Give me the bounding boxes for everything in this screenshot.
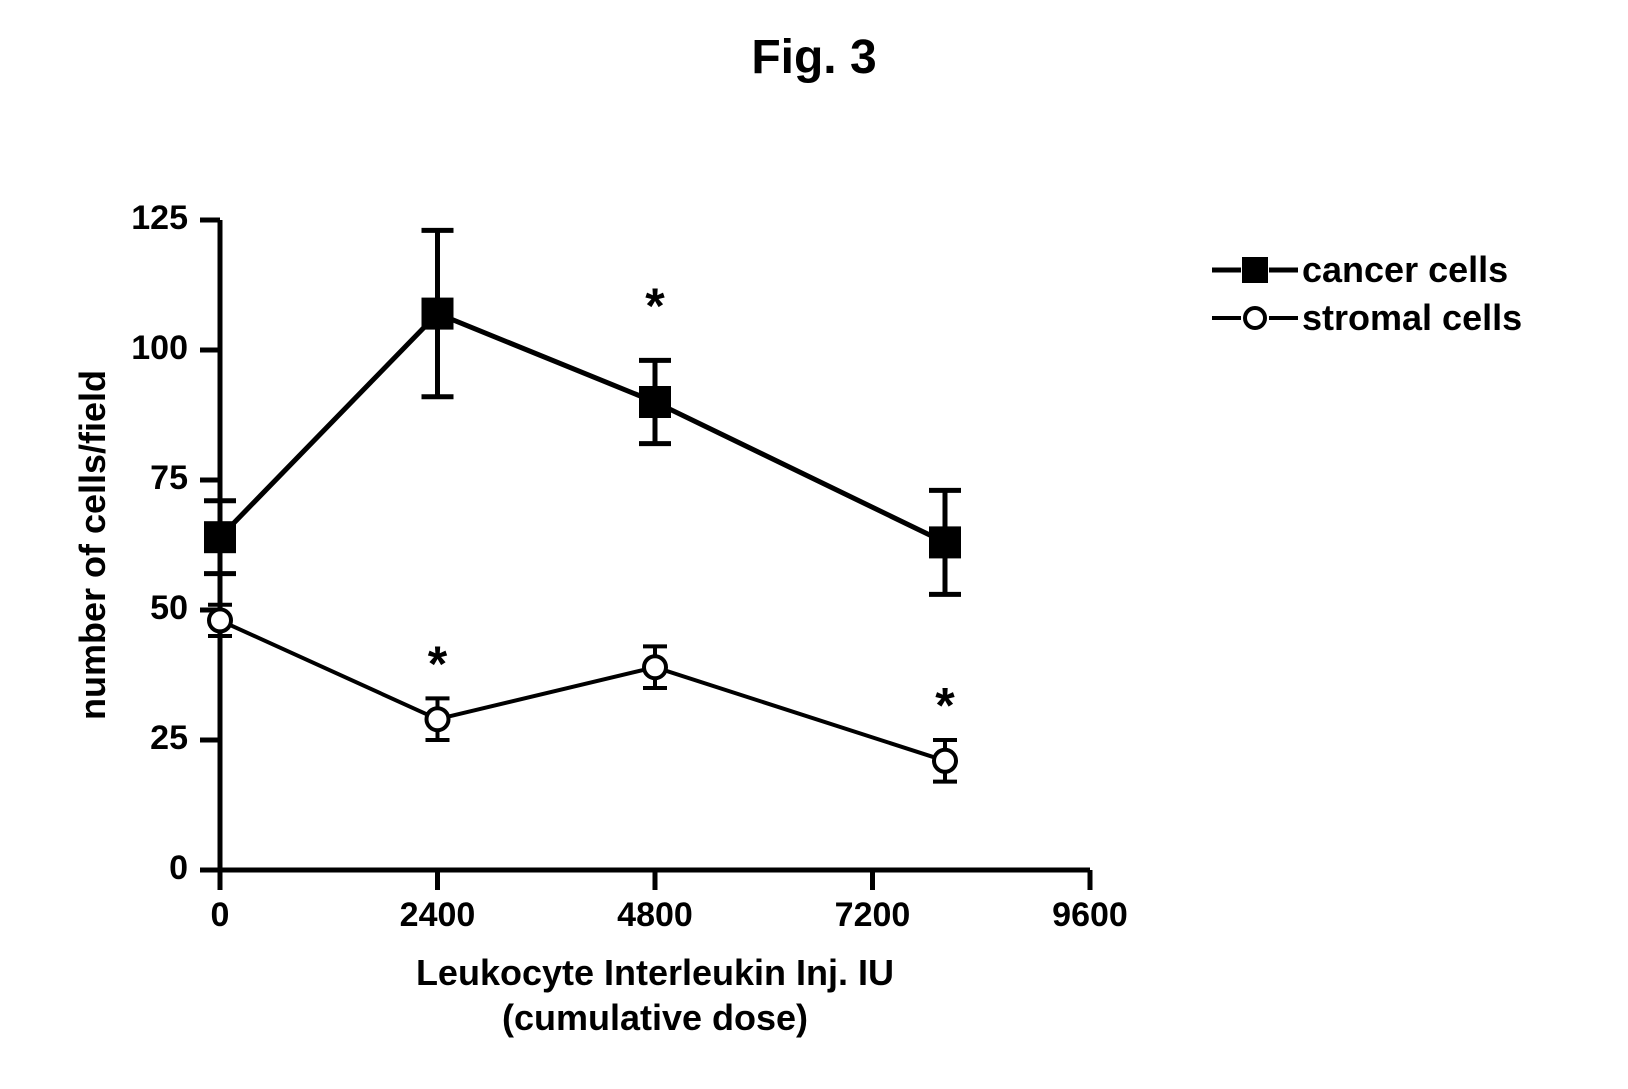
svg-text:*: * [935, 678, 955, 734]
figure-page: Fig. 3 025507510012502400480072009600num… [0, 0, 1628, 1089]
chart-svg: 025507510012502400480072009600number of … [70, 190, 1130, 1070]
svg-text:100: 100 [131, 329, 188, 367]
svg-text:*: * [645, 278, 665, 334]
svg-text:0: 0 [211, 896, 230, 934]
svg-text:*: * [428, 190, 448, 204]
legend-label-cancer: cancer cells [1302, 251, 1508, 289]
svg-text:7200: 7200 [835, 896, 911, 934]
svg-text:125: 125 [131, 199, 188, 237]
chart-plot-area: 025507510012502400480072009600number of … [70, 190, 1130, 1070]
svg-text:(cumulative dose): (cumulative dose) [502, 997, 808, 1038]
svg-text:25: 25 [150, 719, 188, 757]
legend-row-cancer: cancer cells [1210, 250, 1522, 290]
svg-text:*: * [428, 636, 448, 692]
legend-marker-stromal [1210, 298, 1300, 338]
svg-text:75: 75 [150, 459, 188, 497]
legend-label-stromal: stromal cells [1302, 299, 1522, 337]
figure-title: Fig. 3 [0, 30, 1628, 85]
svg-text:9600: 9600 [1052, 896, 1128, 934]
svg-text:0: 0 [169, 849, 188, 887]
svg-text:2400: 2400 [400, 896, 476, 934]
svg-text:number of cells/field: number of cells/field [72, 370, 113, 720]
svg-text:Leukocyte Interleukin Inj. IU: Leukocyte Interleukin Inj. IU [416, 952, 894, 993]
svg-text:4800: 4800 [617, 896, 693, 934]
legend-marker-cancer [1210, 250, 1300, 290]
svg-text:50: 50 [150, 589, 188, 627]
legend: cancer cells stromal cells [1210, 250, 1522, 346]
legend-row-stromal: stromal cells [1210, 298, 1522, 338]
